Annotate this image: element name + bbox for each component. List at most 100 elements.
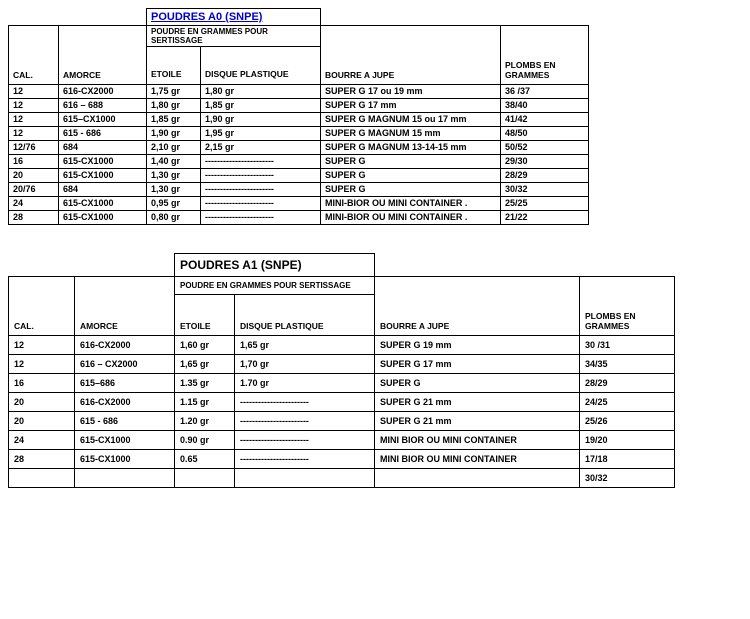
cell-et: 0.90 gr (175, 431, 235, 450)
table-row: 16615-CX10001,40 gr---------------------… (9, 155, 589, 169)
table-row: 30/32 (9, 469, 675, 488)
cell-bj: SUPER G 17 ou 19 mm (321, 85, 501, 99)
cell-dp: ----------------------- (201, 197, 321, 211)
cell-am: 616-CX2000 (59, 85, 147, 99)
cell-et: 0,80 gr (147, 211, 201, 225)
cell-dp: 1.70 gr (235, 374, 375, 393)
hdr-plombs: PLOMBS EN GRAMMES (501, 26, 589, 85)
cell-cal: 12 (9, 355, 75, 374)
cell-cal: 12 (9, 85, 59, 99)
table-row: 12615 - 6861,90 gr1,95 grSUPER G MAGNUM … (9, 127, 589, 141)
table-row: 28615-CX10000.65-----------------------M… (9, 450, 675, 469)
cell-dp: ----------------------- (201, 183, 321, 197)
hdr-etoile: ETOILE (147, 47, 201, 85)
cell-bj: SUPER G 21 mm (375, 393, 580, 412)
cell-cal: 24 (9, 197, 59, 211)
cell-am: 615-CX1000 (59, 211, 147, 225)
cell-dp: ----------------------- (235, 393, 375, 412)
table-row: 12615–CX10001,85 gr1,90 grSUPER G MAGNUM… (9, 113, 589, 127)
cell-et: 1,60 gr (175, 336, 235, 355)
table-poudres-a0: POUDRES A0 (SNPE) CAL. AMORCE POUDRE EN … (8, 8, 589, 225)
cell-pl: 34/35 (580, 355, 675, 374)
table1-title: POUDRES A0 (SNPE) (147, 9, 321, 26)
cell-pl: 38/40 (501, 99, 589, 113)
hdr2-cal: CAL. (9, 277, 75, 336)
cell-bj: SUPER G (375, 374, 580, 393)
cell-dp (235, 469, 375, 488)
hdr2-bourre: BOURRE A JUPE (375, 277, 580, 336)
cell-cal: 28 (9, 211, 59, 225)
cell-pl: 19/20 (580, 431, 675, 450)
cell-bj: SUPER G (321, 183, 501, 197)
cell-bj: SUPER G (321, 169, 501, 183)
cell-bj: MINI-BIOR OU MINI CONTAINER . (321, 211, 501, 225)
cell-pl: 28/29 (501, 169, 589, 183)
cell-am: 615-CX1000 (59, 169, 147, 183)
cell-et: 1.15 gr (175, 393, 235, 412)
hdr-bourre: BOURRE A JUPE (321, 26, 501, 85)
cell-dp: ----------------------- (235, 431, 375, 450)
cell-cal: 12 (9, 336, 75, 355)
cell-pl: 30/32 (501, 183, 589, 197)
cell-cal: 20 (9, 169, 59, 183)
cell-pl: 50/52 (501, 141, 589, 155)
cell-et: 1,80 gr (147, 99, 201, 113)
cell-cal: 12/76 (9, 141, 59, 155)
cell-cal: 20/76 (9, 183, 59, 197)
cell-am: 616 – 688 (59, 99, 147, 113)
cell-et: 1,90 gr (147, 127, 201, 141)
cell-et: 1,75 gr (147, 85, 201, 99)
hdr2-plombs: PLOMBS EN GRAMMES (580, 277, 675, 336)
cell-am: 615–686 (75, 374, 175, 393)
cell-am: 616-CX2000 (75, 393, 175, 412)
cell-dp: ----------------------- (235, 450, 375, 469)
cell-bj: SUPER G 21 mm (375, 412, 580, 431)
cell-bj: SUPER G 19 mm (375, 336, 580, 355)
cell-cal: 12 (9, 113, 59, 127)
cell-am: 615-CX1000 (75, 450, 175, 469)
cell-bj: SUPER G MAGNUM 13-14-15 mm (321, 141, 501, 155)
cell-pl: 48/50 (501, 127, 589, 141)
cell-dp: ----------------------- (235, 412, 375, 431)
cell-dp: 1,90 gr (201, 113, 321, 127)
table-poudres-a1: POUDRES A1 (SNPE) CAL. AMORCE POUDRE EN … (8, 253, 675, 488)
table-row: 16615–6861.35 gr1.70 grSUPER G28/29 (9, 374, 675, 393)
cell-am (75, 469, 175, 488)
cell-cal: 20 (9, 412, 75, 431)
cell-am: 615-CX1000 (75, 431, 175, 450)
cell-pl: 28/29 (580, 374, 675, 393)
cell-pl: 25/26 (580, 412, 675, 431)
table-row: 20616-CX20001.15 gr---------------------… (9, 393, 675, 412)
cell-am: 615–CX1000 (59, 113, 147, 127)
cell-pl: 17/18 (580, 450, 675, 469)
cell-bj: SUPER G 17 mm (321, 99, 501, 113)
cell-dp: 1,95 gr (201, 127, 321, 141)
cell-dp: 2,15 gr (201, 141, 321, 155)
cell-bj: SUPER G MAGNUM 15 mm (321, 127, 501, 141)
cell-cal: 28 (9, 450, 75, 469)
cell-cal: 24 (9, 431, 75, 450)
cell-pl: 30 /31 (580, 336, 675, 355)
cell-bj: MINI BIOR OU MINI CONTAINER (375, 450, 580, 469)
table-row: 20615 - 6861.20 gr----------------------… (9, 412, 675, 431)
cell-cal: 16 (9, 374, 75, 393)
cell-pl: 25/25 (501, 197, 589, 211)
cell-pl: 21/22 (501, 211, 589, 225)
hdr-cal: CAL. (9, 26, 59, 85)
cell-pl: 24/25 (580, 393, 675, 412)
cell-am: 615-CX1000 (59, 155, 147, 169)
cell-bj: MINI-BIOR OU MINI CONTAINER . (321, 197, 501, 211)
cell-bj: SUPER G 17 mm (375, 355, 580, 374)
cell-et: 2,10 gr (147, 141, 201, 155)
table-row: 12616-CX20001,60 gr1,65 grSUPER G 19 mm3… (9, 336, 675, 355)
table2-title: POUDRES A1 (SNPE) (175, 254, 375, 277)
cell-pl: 41/42 (501, 113, 589, 127)
cell-bj: MINI BIOR OU MINI CONTAINER (375, 431, 580, 450)
cell-dp: ----------------------- (201, 169, 321, 183)
cell-et: 1,30 gr (147, 169, 201, 183)
cell-et: 1,30 gr (147, 183, 201, 197)
table-row: 12616 – CX20001,65 gr1,70 grSUPER G 17 m… (9, 355, 675, 374)
cell-am: 684 (59, 183, 147, 197)
hdr-disque: DISQUE PLASTIQUE (201, 47, 321, 85)
cell-cal: 12 (9, 127, 59, 141)
